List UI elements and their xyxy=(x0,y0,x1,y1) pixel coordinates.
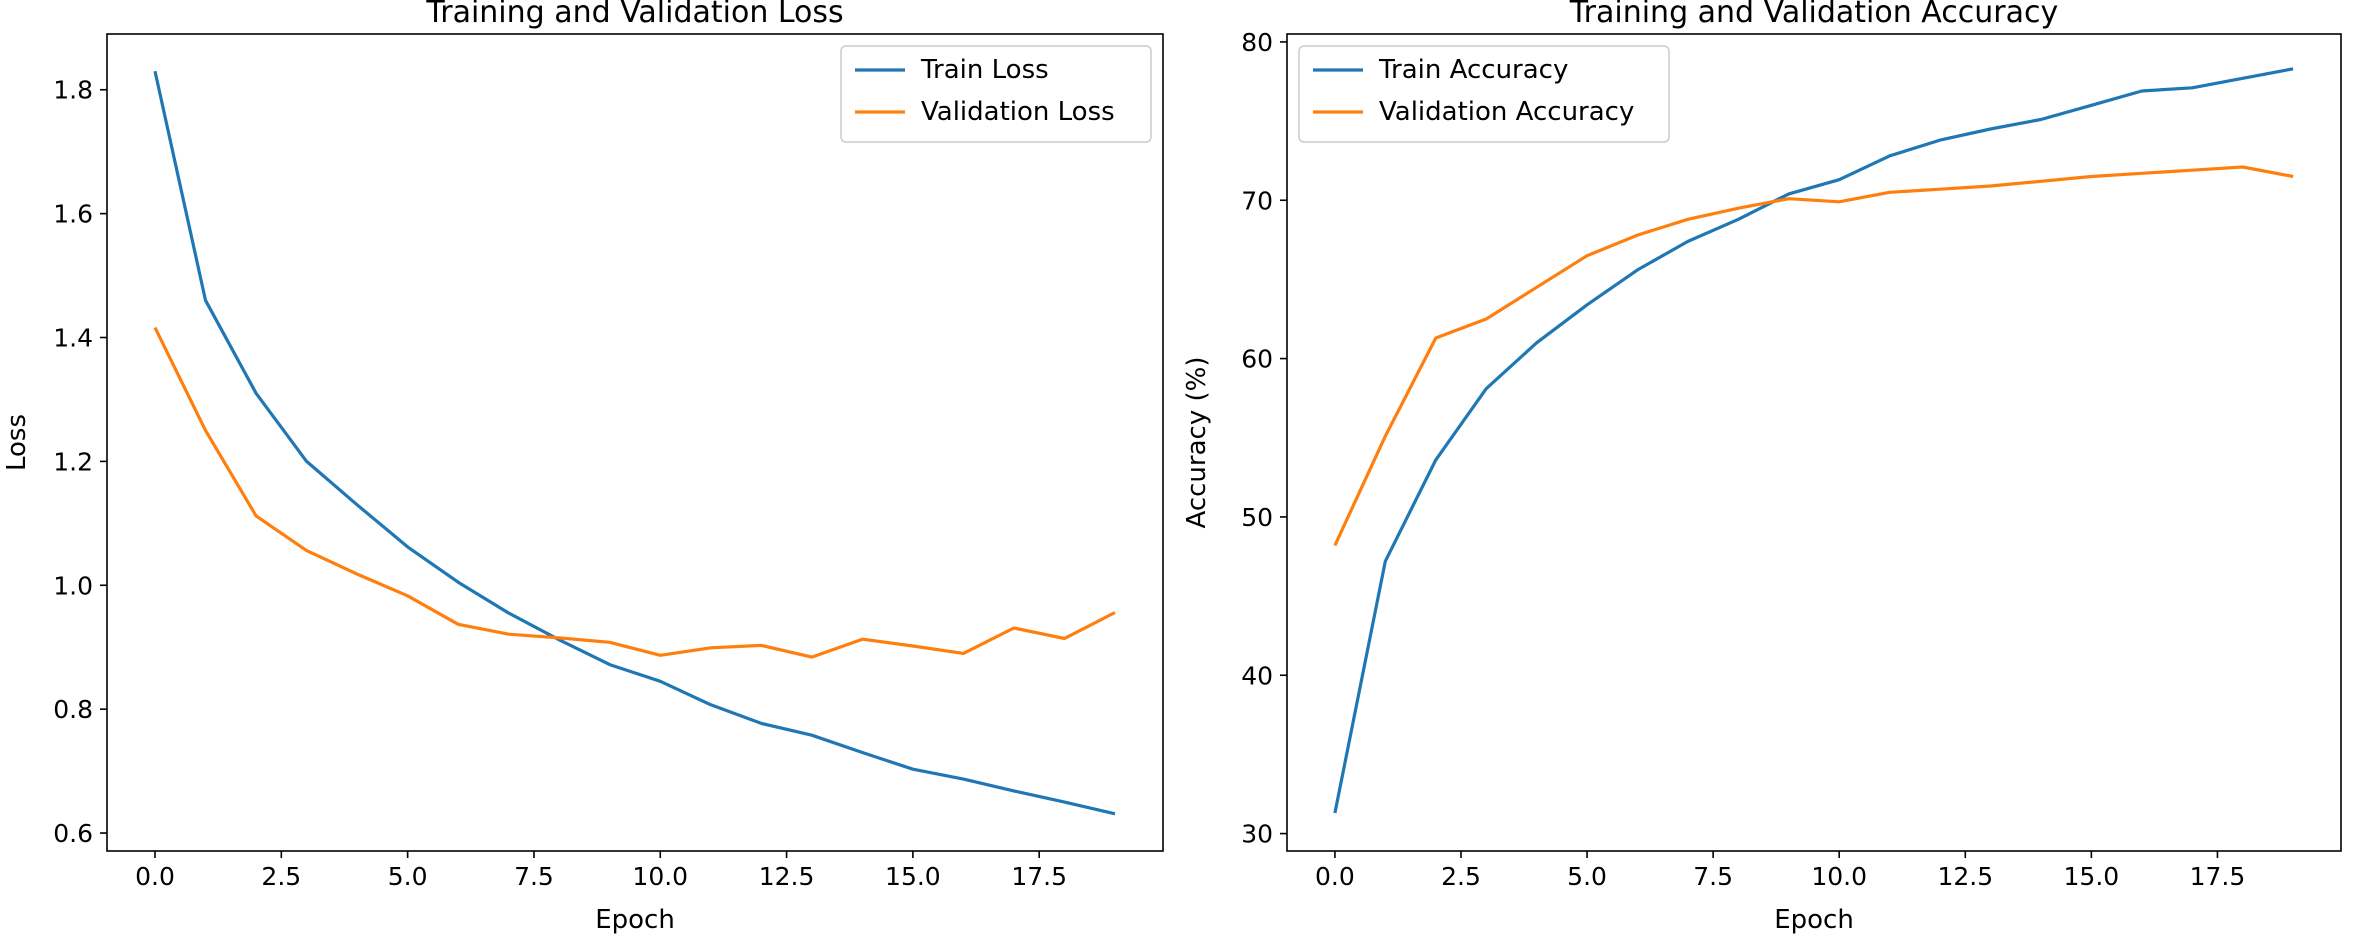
x-tick-label: 10.0 xyxy=(1811,862,1867,891)
series-line-1 xyxy=(1333,67,2294,814)
x-tick-label: 2.5 xyxy=(261,862,301,891)
y-tick-label: 70 xyxy=(1241,186,1273,215)
x-tick-label: 7.5 xyxy=(514,862,554,891)
y-tick-label: 0.8 xyxy=(53,695,93,724)
x-tick-label: 17.5 xyxy=(1011,862,1067,891)
axes-frame xyxy=(1286,33,2342,852)
y-tick-label: 1.2 xyxy=(53,447,93,476)
y-tick-label: 1.0 xyxy=(53,571,93,600)
chart-title: Training and Validation Loss xyxy=(425,0,843,30)
legend-box xyxy=(1298,45,1670,143)
y-tick-label: 1.4 xyxy=(53,324,93,353)
y-tick-label: 30 xyxy=(1241,820,1273,849)
chart-panel-2: Training and Validation Accuracy 0.0 2.5 5.… xyxy=(1182,0,2342,935)
legend-label: Train Accuracy xyxy=(1378,55,1568,85)
x-tick-label: 0.0 xyxy=(135,862,175,891)
axes-frame xyxy=(106,33,1164,852)
legend: Train Loss Validation Loss xyxy=(840,45,1152,143)
x-tick-label: 7.5 xyxy=(1693,862,1733,891)
series-line-2 xyxy=(1333,165,2294,547)
x-tick-label: 12.5 xyxy=(759,862,815,891)
y-tick-label: 60 xyxy=(1241,345,1273,374)
chart-title: Training and Validation Accuracy xyxy=(1569,0,2059,30)
x-tick-label: 0.0 xyxy=(1315,862,1355,891)
series-line-1 xyxy=(153,70,1116,816)
legend-label: Train Loss xyxy=(920,55,1049,85)
legend-box xyxy=(840,45,1152,143)
chart-panel-1: Training and Validation Loss 0.0 2.5 5.0 7.5… xyxy=(2,0,1164,935)
y-axis-label: Loss xyxy=(2,414,32,471)
x-axis-label: Epoch xyxy=(1774,905,1854,935)
legend-label: Validation Loss xyxy=(921,97,1115,127)
x-axis-label: Epoch xyxy=(595,905,675,935)
x-tick-label: 2.5 xyxy=(1441,862,1481,891)
y-tick-label: 80 xyxy=(1241,28,1273,57)
y-tick-label: 1.8 xyxy=(53,76,93,105)
x-tick-label: 5.0 xyxy=(388,862,428,891)
x-tick-label: 17.5 xyxy=(2190,862,2246,891)
legend-label: Validation Accuracy xyxy=(1379,97,1634,127)
y-axis-label: Accuracy (%) xyxy=(1182,357,1212,529)
x-tick-label: 15.0 xyxy=(885,862,941,891)
y-tick-label: 1.6 xyxy=(53,200,93,229)
legend: Train Accuracy Validation Accuracy xyxy=(1298,45,1670,143)
y-tick-label: 40 xyxy=(1241,661,1273,690)
x-tick-label: 12.5 xyxy=(1937,862,1993,891)
x-tick-label: 15.0 xyxy=(2064,862,2120,891)
y-tick-label: 0.6 xyxy=(53,819,93,848)
series-line-2 xyxy=(153,326,1116,659)
x-tick-label: 10.0 xyxy=(632,862,688,891)
y-tick-label: 50 xyxy=(1241,503,1273,532)
x-tick-label: 5.0 xyxy=(1567,862,1607,891)
